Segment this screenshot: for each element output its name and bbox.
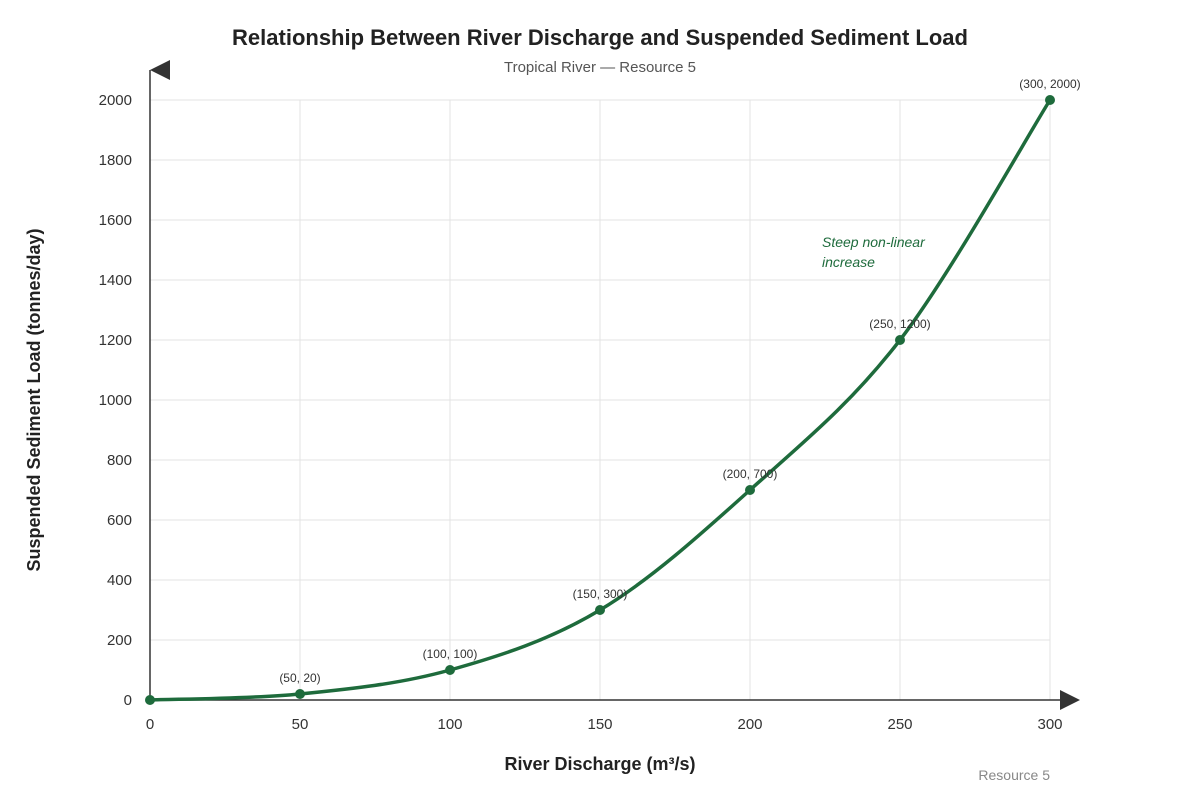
x-tick-label: 100 — [437, 716, 462, 733]
data-point — [595, 605, 605, 615]
x-axis-arrow — [1060, 690, 1080, 710]
axes — [149, 60, 1080, 710]
y-tick-label: 1800 — [99, 152, 132, 169]
x-tick-label: 150 — [587, 716, 612, 733]
x-tick-label: 300 — [1037, 716, 1062, 733]
data-point — [895, 335, 905, 345]
series — [145, 95, 1055, 705]
x-tick-label: 250 — [887, 716, 912, 733]
y-tick-label: 1000 — [99, 392, 132, 409]
y-tick-label: 600 — [107, 512, 132, 529]
y-tick-label: 1400 — [99, 272, 132, 289]
data-point — [745, 485, 755, 495]
y-tick-label: 0 — [124, 692, 132, 709]
x-tick-label: 50 — [292, 716, 309, 733]
data-point — [1045, 95, 1055, 105]
grid — [150, 99, 1051, 700]
y-tick-label: 2000 — [99, 92, 132, 109]
data-point — [145, 695, 155, 705]
data-point-label: (150, 300) — [573, 587, 628, 601]
data-point-label: (50, 20) — [279, 671, 320, 685]
y-tick-label: 1600 — [99, 212, 132, 229]
x-tick-label: 200 — [737, 716, 762, 733]
y-tick-label: 400 — [107, 572, 132, 589]
chart-title: Relationship Between River Discharge and… — [232, 25, 968, 50]
chart-subtitle: Tropical River — Resource 5 — [504, 59, 696, 76]
annotation-text: Steep non-linear — [822, 234, 926, 250]
data-point-label: (250, 1200) — [869, 317, 930, 331]
data-point-label: (300, 2000) — [1019, 77, 1080, 91]
annotation: Steep non-linear increase — [822, 234, 926, 270]
data-point-label: (200, 700) — [723, 467, 778, 481]
footer-text: Resource 5 — [978, 767, 1050, 783]
tick-labels: 0 50 100 150 200 250 300 0 200 400 600 800 1000 1200 1… — [99, 92, 1063, 733]
point-labels: (50, 20) (100, 100) (150, 300) (200, 700) (2… — [279, 77, 1080, 685]
x-tick-label: 0 — [146, 716, 154, 733]
data-point — [445, 665, 455, 675]
y-tick-label: 200 — [107, 632, 132, 649]
data-point-label: (100, 100) — [423, 647, 478, 661]
y-axis-label: Suspended Sediment Load (tonnes/day) — [24, 228, 44, 571]
x-axis-label: River Discharge (m³/s) — [504, 754, 695, 774]
y-tick-label: 800 — [107, 452, 132, 469]
y-axis-arrow — [150, 60, 170, 80]
data-point — [295, 689, 305, 699]
y-tick-label: 1200 — [99, 332, 132, 349]
annotation-text: increase — [822, 254, 875, 270]
